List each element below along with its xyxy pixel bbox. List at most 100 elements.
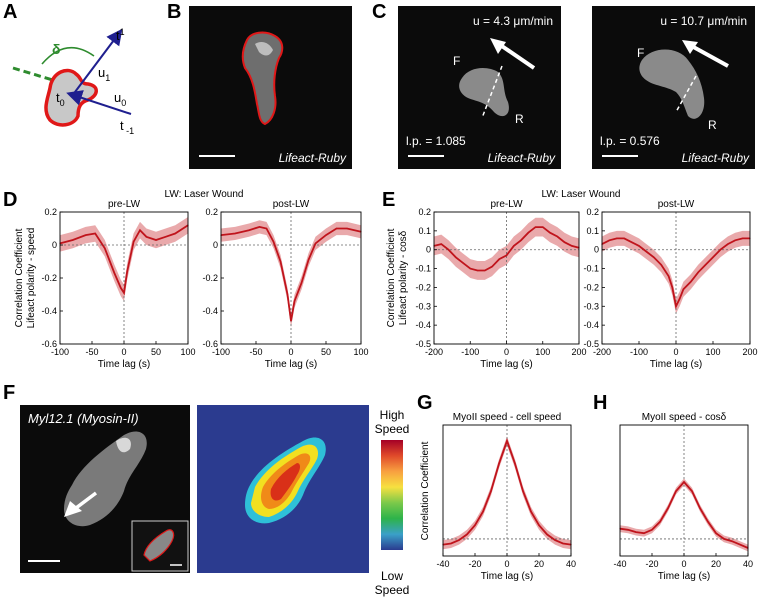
y-tick-label: 0.2: [418, 207, 431, 217]
delta-label: δ: [52, 41, 61, 57]
data-point: [707, 521, 709, 523]
y-tick-label: -0.6: [202, 339, 218, 349]
colorbar-speed-word-2: Speed: [374, 583, 410, 597]
x-tick-label: -50: [249, 347, 262, 357]
y-tick-label: 0: [52, 240, 57, 250]
lp-label: l.p. = 1.085: [406, 134, 466, 148]
velocity-arrow-t1: [71, 28, 123, 97]
data-point: [538, 524, 540, 526]
panel-label-a: A: [3, 1, 18, 23]
y-tick-label: -0.1: [583, 264, 599, 274]
data-point: [513, 245, 515, 247]
data-point: [651, 529, 653, 531]
colorbar-speed-word: Speed: [374, 422, 410, 436]
data-point: [265, 227, 268, 230]
tm1-label: t -1: [120, 118, 134, 136]
axes-title: post-LW: [273, 199, 310, 210]
data-point: [638, 245, 640, 247]
y-tick-label: -0.1: [415, 264, 431, 274]
stain-label: Lifeact-Ruby: [278, 151, 346, 165]
y-tick-label: -0.2: [202, 273, 218, 283]
data-point: [546, 533, 548, 535]
y-tick-label: -0.2: [415, 282, 431, 292]
data-point: [699, 507, 701, 509]
axes-title: MyoII speed - cell speed: [453, 412, 561, 423]
x-tick-label: 100: [535, 347, 550, 357]
cell-image-f: [28, 431, 189, 572]
data-point: [682, 288, 684, 290]
x-tick-label: -100: [51, 347, 69, 357]
rear-label: R: [708, 118, 717, 132]
data-point: [72, 239, 74, 241]
data-point: [631, 241, 633, 243]
u1-label: u1: [98, 65, 110, 83]
y-axis-label: Correlation Coefficient: [386, 228, 397, 327]
data-point: [300, 282, 303, 284]
data-point: [113, 272, 115, 274]
data-point: [286, 293, 289, 296]
data-point: [534, 226, 537, 228]
velocity-arrow-t0: [66, 90, 132, 115]
x-tick-label: 100: [353, 347, 368, 357]
y-tick-label: 0: [594, 245, 599, 255]
front-label: F: [453, 54, 461, 68]
colorbar-bottom-label: Low Speed: [362, 569, 422, 597]
x-tick-label: 0: [121, 347, 126, 357]
x-tick-label: -200: [593, 347, 611, 357]
data-point: [476, 269, 479, 272]
data-point: [346, 227, 348, 230]
data-point: [643, 532, 645, 534]
data-point: [683, 481, 685, 483]
t1-label: t1: [116, 27, 125, 43]
data-point: [290, 320, 292, 322]
y-axis-label: Correlation Coefficient: [420, 441, 431, 540]
data-point: [506, 440, 508, 442]
t0-label: t0: [56, 90, 65, 108]
data-point: [549, 232, 551, 234]
data-point: [712, 256, 714, 258]
data-point: [653, 256, 655, 258]
data-point: [165, 236, 167, 238]
chart-supertitle: LW: Laser Wound: [165, 189, 244, 200]
panel-label-e: E: [382, 189, 396, 211]
x-axis-label: Time lag (s): [265, 359, 317, 370]
y-axis-label: Lifeact polarity - cosδ: [398, 230, 409, 325]
x-tick-label: 20: [711, 559, 721, 569]
x-tick-label: 20: [534, 559, 544, 569]
data-point: [279, 260, 282, 263]
data-point: [659, 521, 661, 523]
data-point: [491, 266, 493, 268]
y-tick-label: 0.1: [418, 226, 431, 236]
y-tick-label: -0.4: [41, 306, 57, 316]
chart-g-h: -40 -20 0 20 40 MyoII speed - cell speed Time …: [420, 412, 753, 582]
cell-image-c-left: [408, 38, 536, 157]
data-point: [325, 234, 327, 236]
colorbar-high-word: High: [379, 408, 405, 422]
x-tick-label: 0: [673, 347, 678, 357]
y-tick-label: -0.3: [415, 301, 431, 311]
data-point: [527, 232, 529, 234]
y-tick-label: 0.1: [586, 226, 599, 236]
axes-title: pre-LW: [108, 199, 141, 210]
y-tick-label: -0.4: [202, 306, 218, 316]
data-point: [542, 226, 544, 228]
x-tick-label: -20: [645, 559, 658, 569]
data-point: [719, 249, 721, 251]
data-point: [645, 251, 647, 253]
data-point: [455, 256, 457, 258]
panel-a-schematic: δ t1 u1 t0 u0 t -1: [12, 27, 134, 136]
y-tick-label: 0: [213, 240, 218, 250]
y-tick-label: 0: [426, 245, 431, 255]
x-tick-label: -100: [461, 347, 479, 357]
panel-label-h: H: [593, 392, 608, 414]
y-tick-label: -0.3: [583, 301, 599, 311]
chart-e: LW: Laser Wound-200 -100 0 100 200-0.5-0.4-0…: [386, 189, 758, 370]
data-point: [616, 237, 618, 239]
data-point: [126, 270, 128, 272]
data-point: [705, 264, 707, 266]
panel-label-b: B: [167, 1, 182, 23]
y-tick-label: 0.2: [44, 207, 57, 217]
data-point: [145, 236, 147, 238]
direction-arrow: [687, 42, 729, 68]
x-axis-label: Time lag (s): [480, 359, 532, 370]
